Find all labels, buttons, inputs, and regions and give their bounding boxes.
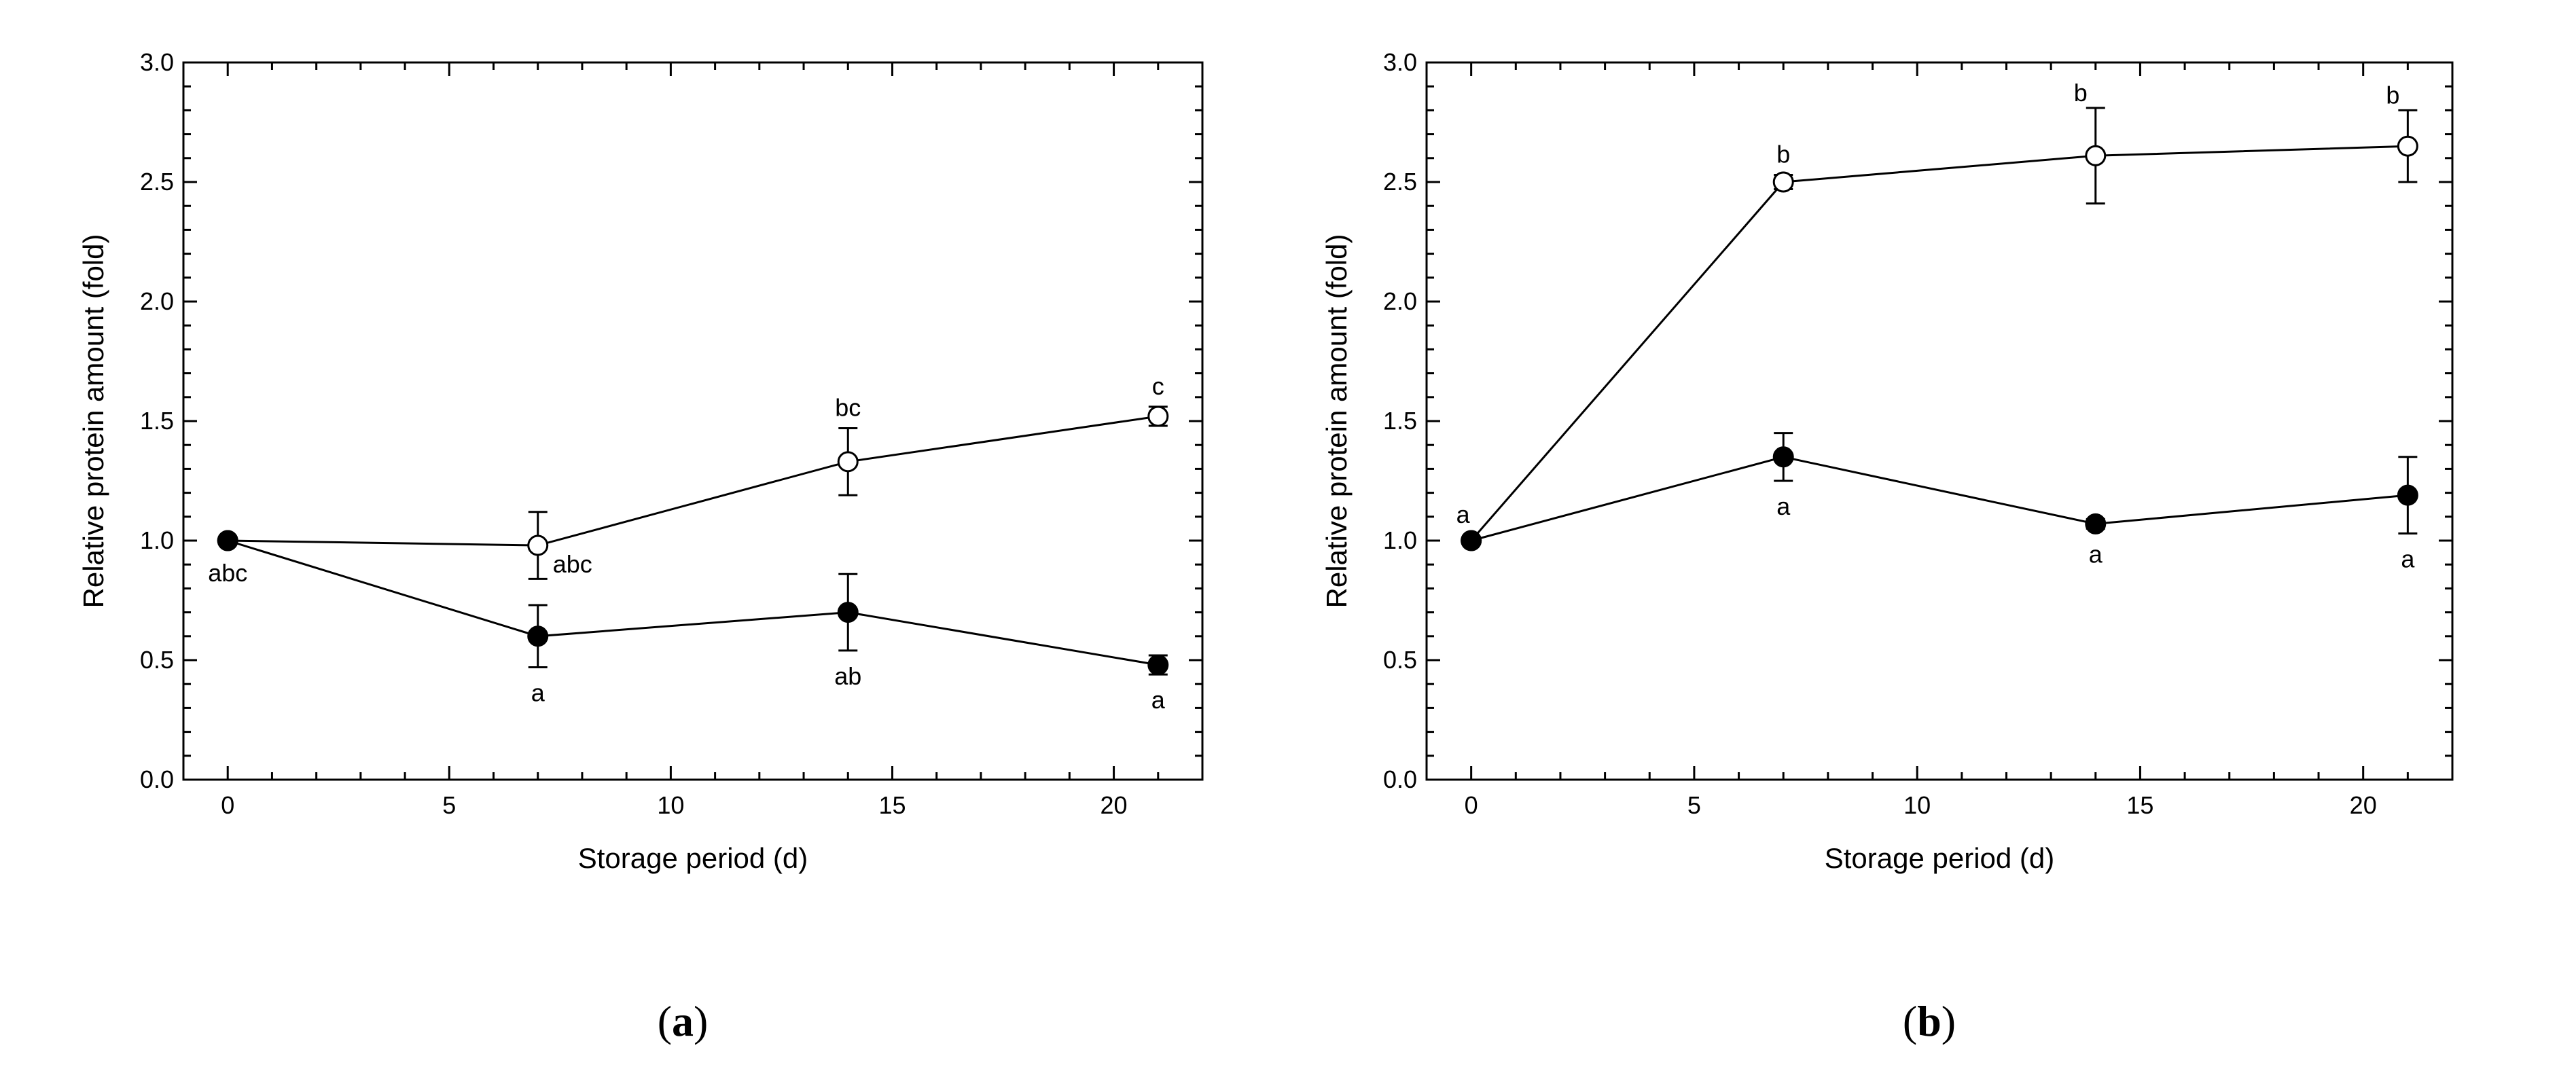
x-tick-label: 20 <box>1101 791 1128 819</box>
significance-label: a <box>531 679 545 707</box>
x-tick-label: 10 <box>1903 791 1931 819</box>
y-tick-label: 0.5 <box>140 646 174 674</box>
x-axis-label: Storage period (d) <box>1825 842 2055 874</box>
significance-label: a <box>2089 540 2103 568</box>
significance-label: a <box>1776 492 1791 520</box>
x-tick-label: 0 <box>1465 791 1478 819</box>
x-tick-label: 5 <box>1687 791 1701 819</box>
y-tick-label: 2.5 <box>1383 168 1417 196</box>
significance-label: abc <box>553 550 592 578</box>
plot-frame <box>182 61 1204 781</box>
data-point-filled-circle <box>837 602 859 623</box>
y-tick-label: 2.0 <box>1383 287 1417 315</box>
y-tick-label: 0.0 <box>140 765 174 793</box>
significance-label: a <box>1151 686 1166 714</box>
significance-label: ab <box>834 662 861 690</box>
data-point-filled-circle <box>2085 513 2107 534</box>
panel-a: 0.0 0.5 1.0 1.5 2.0 2.5 3.0 0 5 10 15 20 Storage per… <box>77 48 1204 1045</box>
data-point-filled-circle <box>1147 654 1169 676</box>
data-point-open-circle <box>2085 145 2107 166</box>
panel-b: 0.0 0.5 1.0 1.5 2.0 2.5 3.0 0 5 10 15 20 Storage per… <box>1321 48 2454 1045</box>
significance-label: b <box>1776 140 1790 168</box>
y-axis-label: Relative protein amount (fold) <box>77 234 109 609</box>
data-point-filled-circle <box>527 625 549 647</box>
y-tick-label: 1.0 <box>140 526 174 554</box>
significance-label: abc <box>208 559 247 587</box>
data-point-open-circle <box>1147 405 1169 427</box>
plot-frame <box>1425 61 2454 781</box>
x-tick-label: 15 <box>2126 791 2153 819</box>
significance-label: a <box>1456 501 1471 528</box>
significance-label: bc <box>835 394 861 422</box>
data-point-open-circle <box>2397 135 2418 157</box>
series-line-filled-circle <box>227 539 1159 666</box>
x-tick-label: 15 <box>878 791 906 819</box>
y-axis-label: Relative protein amount (fold) <box>1321 234 1353 609</box>
y-tick-label: 0.5 <box>1383 646 1417 674</box>
y-tick-label: 0.0 <box>1383 765 1417 793</box>
x-tick-label: 20 <box>2350 791 2377 819</box>
significance-label: b <box>2386 81 2399 109</box>
series-line-filled-circle <box>1471 456 2408 542</box>
y-tick-label: 1.5 <box>1383 407 1417 435</box>
x-tick-label: 0 <box>221 791 234 819</box>
series-line-open-circle <box>228 415 1159 547</box>
y-tick-label: 3.0 <box>1383 48 1417 76</box>
data-point-filled-circle <box>2397 484 2418 506</box>
data-point-filled-circle <box>217 530 238 551</box>
data-point-open-circle <box>527 534 549 556</box>
panel-label: (a) <box>658 997 709 1045</box>
y-tick-label: 2.0 <box>140 287 174 315</box>
panel-label: (b) <box>1903 997 1956 1045</box>
significance-label: b <box>2074 79 2088 107</box>
significance-label: a <box>2401 545 2415 573</box>
x-tick-label: 5 <box>442 791 456 819</box>
y-tick-label: 2.5 <box>140 168 174 196</box>
y-tick-label: 1.5 <box>140 407 174 435</box>
data-point-open-circle <box>837 451 859 473</box>
y-tick-label: 1.0 <box>1383 526 1417 554</box>
data-point-filled-circle <box>1461 530 1482 551</box>
x-tick-label: 10 <box>657 791 684 819</box>
significance-label: c <box>1152 372 1164 400</box>
data-point-filled-circle <box>1772 446 1794 468</box>
y-tick-label: 3.0 <box>140 48 174 76</box>
x-axis-label: Storage period (d) <box>578 842 808 874</box>
data-point-open-circle <box>1772 171 1794 193</box>
series-line-open-circle <box>1470 145 2408 541</box>
